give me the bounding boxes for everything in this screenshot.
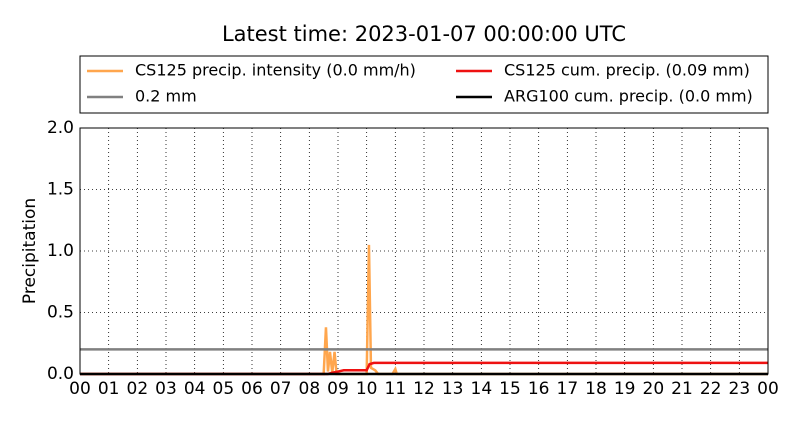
x-tick-label: 20 <box>643 379 665 399</box>
x-tick-label: 19 <box>614 379 636 399</box>
x-tick-label: 01 <box>98 379 120 399</box>
legend-label: 0.2 mm <box>135 87 197 106</box>
x-tick-label: 13 <box>442 379 464 399</box>
y-tick-label: 0.0 <box>47 364 74 384</box>
x-tick-label: 15 <box>499 379 521 399</box>
x-tick-label: 10 <box>356 379 378 399</box>
x-tick-label: 03 <box>155 379 177 399</box>
x-tick-label: 23 <box>729 379 751 399</box>
legend-label: ARG100 cum. precip. (0.0 mm) <box>504 87 753 106</box>
x-tick-label: 02 <box>127 379 149 399</box>
x-tick-label: 14 <box>471 379 493 399</box>
x-tick-label: 07 <box>270 379 292 399</box>
x-tick-label: 06 <box>241 379 263 399</box>
x-tick-label: 16 <box>528 379 550 399</box>
x-tick-label: 00 <box>757 379 779 399</box>
x-tick-label: 18 <box>585 379 607 399</box>
x-tick-label: 00 <box>69 379 91 399</box>
x-tick-label: 09 <box>327 379 349 399</box>
y-tick-label: 2.0 <box>47 118 74 138</box>
legend-label: CS125 cum. precip. (0.09 mm) <box>504 61 750 80</box>
x-tick-label: 08 <box>299 379 321 399</box>
chart-title: Latest time: 2023-01-07 00:00:00 UTC <box>222 22 626 46</box>
legend-box <box>79 55 769 114</box>
y-axis-label: Precipitation <box>20 198 40 304</box>
x-tick-label: 21 <box>671 379 693 399</box>
x-tick-label: 17 <box>557 379 579 399</box>
legend-label: CS125 precip. intensity (0.0 mm/h) <box>135 61 416 80</box>
y-tick-label: 0.5 <box>47 303 74 323</box>
x-tick-label: 12 <box>413 379 435 399</box>
x-tick-label: 05 <box>213 379 235 399</box>
x-tick-label: 04 <box>184 379 206 399</box>
x-tick-label: 22 <box>700 379 722 399</box>
y-tick-label: 1.0 <box>47 241 74 261</box>
x-tick-label: 11 <box>385 379 407 399</box>
y-tick-label: 1.5 <box>47 180 74 200</box>
plot-frame <box>79 127 769 375</box>
